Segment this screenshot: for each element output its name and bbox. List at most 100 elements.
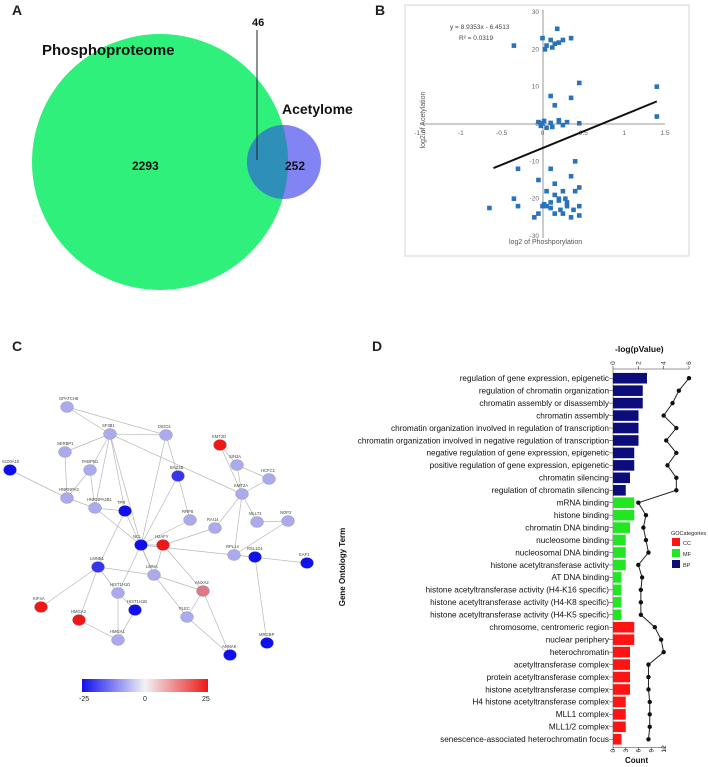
network-edge (165, 434, 179, 477)
go-bar (613, 447, 635, 459)
scatter-trendline (493, 100, 658, 170)
scatter-point (576, 120, 582, 126)
go-term-label: regulation of gene expression, epigeneti… (460, 374, 609, 383)
go-pvalue-point (646, 737, 651, 742)
network-node-label: SF3B1 (102, 423, 115, 428)
network-node-label: AHNAK (222, 644, 237, 649)
go-term-label: nuclear periphery (546, 635, 610, 644)
network-node (223, 649, 237, 661)
go-bar (613, 497, 635, 509)
scatter-point (550, 45, 555, 50)
go-pvalue-point (638, 600, 644, 605)
scatter-y-ticks: 30 20 10 0 -10 -20 -30 (530, 9, 540, 240)
go-term-label: positive regulation of gene expression, … (430, 461, 609, 470)
scatter-point (548, 120, 553, 126)
go-term-label: H4 histone acetyltransferase complex (472, 698, 609, 707)
network-edge (117, 544, 142, 594)
network-node-label: GPATCH8 (59, 396, 79, 401)
scatter-point (576, 80, 582, 86)
network-node (213, 439, 227, 451)
go-bar (613, 460, 635, 471)
go-bar (613, 422, 639, 434)
scatter-y-tick: -10 (530, 158, 540, 165)
scatter-point (572, 188, 578, 194)
go-legend-label: BP (683, 563, 691, 569)
venn-diagram: 46 Phosphoproteome Acetylome 2293 252 (32, 17, 353, 290)
go-bar (613, 646, 630, 658)
scatter-y-tick: 10 (532, 84, 540, 91)
network-edge (214, 493, 243, 529)
network-node (281, 515, 295, 527)
go-bar (613, 372, 647, 384)
go-bar (613, 684, 630, 695)
network-node (111, 634, 125, 646)
network-edge (140, 544, 235, 556)
go-term-label: histone acetyltransferase complex (485, 685, 609, 694)
scatter-y-tick: -20 (530, 196, 540, 203)
network-node-label: SIN3A (229, 454, 241, 459)
network-node-label: HNRNPA3 (59, 487, 79, 492)
go-term-label: chromosome, centromeric region (489, 623, 609, 632)
network-node (103, 428, 117, 440)
go-pvalue-point (664, 438, 669, 443)
scatter-point (536, 177, 541, 183)
scatter-point (541, 201, 547, 207)
scatter-y-label: log2 of Acetylation (420, 91, 427, 148)
go-legend-label: CC (683, 541, 691, 547)
go-bar (613, 435, 639, 446)
scatter-point (576, 203, 582, 209)
network-node (134, 539, 148, 551)
go-top-tick: 6 (686, 361, 693, 365)
network-node-label: MLLT1 (249, 511, 262, 516)
go-top-tick: 2 (635, 361, 642, 365)
scatter-point (556, 40, 562, 45)
network-edges (9, 406, 308, 656)
network-node (88, 502, 102, 514)
network-node-label: ANXA2 (195, 580, 209, 585)
network-edge (153, 574, 204, 592)
go-term-label: chromatin organization involved in negat… (358, 436, 610, 445)
go-term-label: histone acetyltransferase activity (H4-K… (430, 611, 609, 620)
go-pvalue-point (646, 687, 651, 692)
go-bar (613, 484, 626, 496)
scatter-x-ticks: -1.5 -1 -0.5 0 0.5 1 1.5 (414, 130, 669, 137)
go-top-tick: 4 (661, 361, 668, 365)
network-edge (78, 619, 119, 641)
scatter-x-tick: 0 (541, 130, 545, 137)
network-node (147, 569, 161, 581)
go-bar (613, 397, 643, 409)
network-edge (109, 433, 243, 495)
network-node (118, 505, 132, 517)
scatter-x-tick: 0.5 (579, 130, 588, 137)
go-pvalue-point (661, 413, 666, 418)
scatter-point (542, 47, 548, 52)
go-pvalue-point (636, 562, 641, 568)
scatter-point (541, 118, 547, 124)
scatter-point (515, 203, 521, 209)
network-edge (233, 493, 243, 556)
go-pvalue-point (670, 400, 675, 406)
regression-r-squared: R² = 0.0319 (459, 35, 494, 42)
go-bar (613, 584, 622, 596)
go-bars (613, 372, 647, 745)
network-node (230, 459, 244, 471)
network-node (248, 551, 262, 563)
go-legend: GOCategories CC MF BP (671, 531, 706, 569)
go-count-label: Count (625, 756, 648, 765)
go-legend-title: GOCategories (671, 531, 706, 537)
color-scale-max: 25 (202, 696, 210, 703)
go-term-label: acetyltransferase complex (514, 660, 609, 669)
network-edge (233, 554, 308, 564)
scatter-point (568, 35, 574, 41)
network-edge (78, 566, 99, 621)
network-edge (9, 469, 68, 499)
network-node-label: HMGA1 (110, 629, 126, 634)
network-edge (109, 433, 126, 512)
network-node-label: EAF1 (299, 552, 310, 557)
network-node (183, 514, 197, 526)
network-edge (94, 433, 111, 509)
go-bar (613, 410, 639, 421)
network-edge (109, 433, 167, 436)
network-edge (162, 544, 204, 592)
network-node (250, 516, 264, 528)
